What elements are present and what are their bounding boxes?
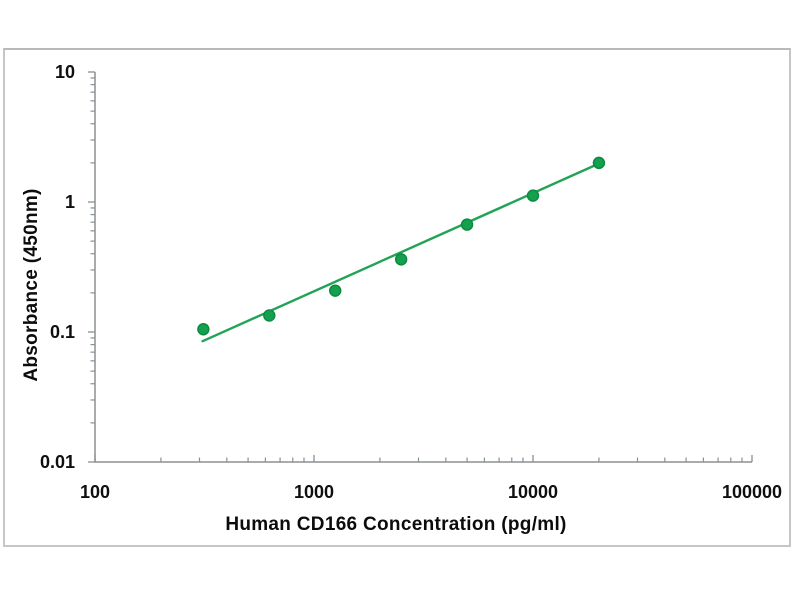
x-tick-label: 100000 bbox=[722, 482, 782, 502]
chart-panel: 100 1000 10000 100000 0.01 0.1 1 10 Absorbance … bbox=[3, 48, 791, 547]
y-tick-label: 10 bbox=[55, 62, 75, 82]
y-axis-title: Absorbance (450nm) bbox=[21, 188, 42, 382]
trend-line bbox=[201, 162, 600, 343]
data-point-marker bbox=[329, 284, 342, 297]
data-point-marker bbox=[526, 189, 540, 202]
x-axis-title: Human CD166 Concentration (pg/ml) bbox=[225, 514, 567, 535]
x-tick-label: 1000 bbox=[294, 482, 334, 502]
chart-svg: 100 1000 10000 100000 0.01 0.1 1 10 bbox=[40, 62, 782, 502]
x-tick-label: 100 bbox=[80, 482, 110, 502]
x-tick-label: 10000 bbox=[508, 482, 558, 502]
data-point-marker bbox=[394, 253, 408, 266]
y-tick-label: 0.1 bbox=[50, 322, 75, 342]
y-tick-label: 1 bbox=[65, 192, 75, 212]
data-point-marker bbox=[197, 323, 210, 336]
data-point-marker bbox=[460, 218, 474, 231]
data-point-marker bbox=[263, 309, 276, 322]
axis-lines bbox=[94, 72, 752, 463]
y-tick-label: 0.01 bbox=[40, 452, 75, 472]
data-point-marker bbox=[592, 156, 606, 170]
